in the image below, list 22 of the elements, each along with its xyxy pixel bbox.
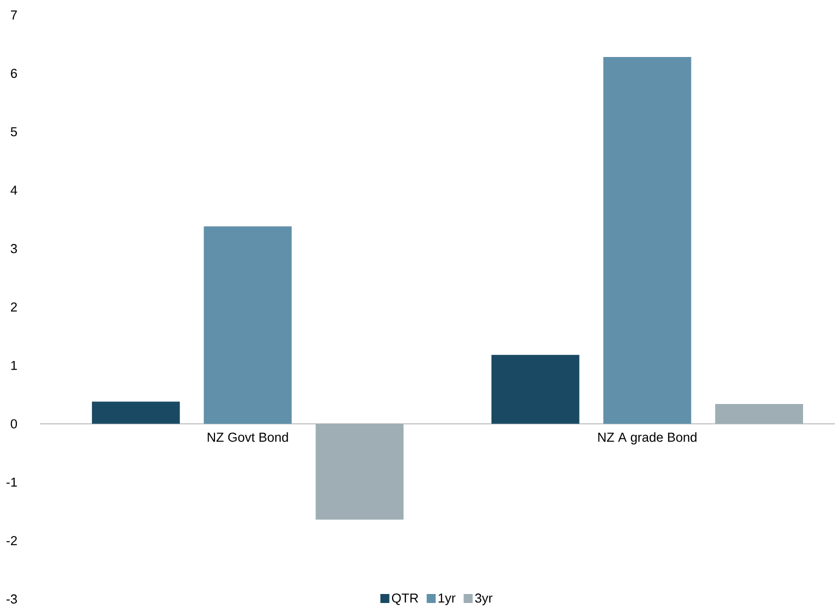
y-tick-label: 4 bbox=[10, 186, 18, 195]
bar bbox=[491, 354, 580, 424]
y-tick-label: 0 bbox=[10, 419, 17, 428]
y-tick-label: 3 bbox=[10, 244, 17, 254]
y-tick-label: 1 bbox=[11, 360, 17, 370]
y-tick-label: 2 bbox=[10, 302, 17, 312]
legend-label: 3yr bbox=[475, 594, 492, 606]
bar bbox=[316, 424, 404, 520]
y-tick-label: -3 bbox=[6, 594, 17, 604]
y-tick-label: -1 bbox=[6, 478, 17, 487]
bar bbox=[92, 402, 180, 424]
x-tick-label: NZ Govt Bond bbox=[208, 432, 288, 442]
bar bbox=[204, 226, 292, 424]
bar bbox=[603, 57, 692, 424]
legend-label: QTR bbox=[392, 594, 418, 606]
legend-label: 1yr bbox=[438, 594, 456, 606]
y-tick-label: -2 bbox=[6, 536, 17, 546]
y-tick-label: 5 bbox=[10, 127, 17, 136]
y-tick-label: 6 bbox=[10, 68, 17, 78]
bar bbox=[715, 404, 804, 424]
x-tick-label: NZ A grade Bond bbox=[598, 432, 696, 444]
y-tick-label: 7 bbox=[10, 10, 17, 20]
